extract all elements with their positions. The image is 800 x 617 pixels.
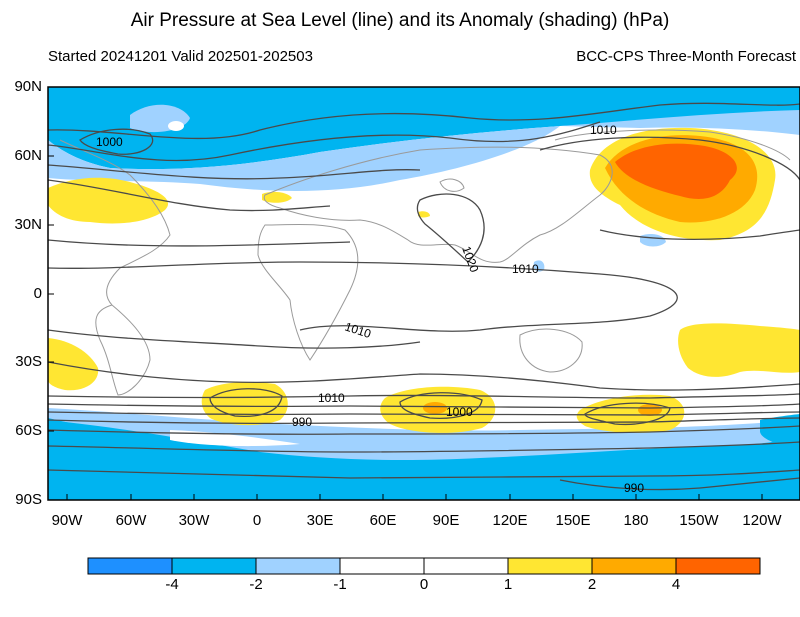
lon-label: 120E <box>492 512 528 529</box>
lon-label: 60E <box>369 512 397 529</box>
lat-label: 30S <box>15 353 42 370</box>
north-atlantic-positive-anomaly <box>48 177 169 224</box>
lat-label: 90S <box>15 491 42 508</box>
contour-label: 1000 <box>96 135 123 149</box>
colorbar-swatch <box>592 558 676 574</box>
coastlines <box>59 129 791 396</box>
contour-label: 990 <box>624 481 644 495</box>
colorbar-swatch <box>256 558 340 574</box>
lat-label: 60N <box>14 147 42 164</box>
lon-label: 90W <box>51 512 83 529</box>
colorbar-tick-label: -2 <box>249 576 263 593</box>
forecast-dates: Started 20241201 Valid 202501-202503 <box>48 48 313 65</box>
lon-label: 120W <box>742 512 782 529</box>
lat-tick-marks <box>48 86 54 501</box>
colorbar-swatch <box>172 558 256 574</box>
lat-label: 30N <box>14 216 42 233</box>
lat-label: 60S <box>15 422 42 439</box>
colorbar-swatch <box>88 558 172 574</box>
arctic-negative-anomaly <box>48 87 800 170</box>
colorbar-tick-label: 0 <box>419 576 429 593</box>
lon-label: 90E <box>432 512 460 529</box>
contour-label: 1010 <box>512 262 539 276</box>
contour-label: 1000 <box>446 405 473 419</box>
colorbar-tick-label: 2 <box>587 576 597 593</box>
contour-label: 1010 <box>590 123 617 137</box>
lon-label: 60W <box>115 512 147 529</box>
pressure-contours <box>48 102 800 491</box>
colorbar-swatch <box>676 558 760 574</box>
lon-tick-marks <box>66 494 763 500</box>
lon-label: 150W <box>679 512 719 529</box>
lon-label: 150E <box>555 512 591 529</box>
colorbar-tick-label: 1 <box>503 576 513 593</box>
colorbar <box>87 557 761 575</box>
lon-label: 30W <box>178 512 210 529</box>
lon-label: 180 <box>623 512 649 529</box>
arctic-weak-negative <box>48 126 560 191</box>
contour-label: 1010 <box>318 391 345 405</box>
contour-label: 990 <box>292 415 312 429</box>
forecast-source: BCC-CPS Three-Month Forecast <box>576 48 796 65</box>
colorbar-swatch <box>508 558 592 574</box>
lat-label: 0 <box>33 285 42 302</box>
colorbar-tick-label: -4 <box>165 576 179 593</box>
anomaly-shading <box>48 87 800 500</box>
lat-label: 90N <box>14 78 42 95</box>
antarctic-negative-anomaly <box>48 420 800 500</box>
lon-label: 30E <box>306 512 334 529</box>
colorbar-tick-label: 4 <box>671 576 681 593</box>
map-title: Air Pressure at Sea Level (line) and its… <box>130 10 670 31</box>
south-pacific-positive-anomaly <box>678 323 800 377</box>
lon-label: 0 <box>252 512 262 529</box>
colorbar-tick-label: -1 <box>333 576 347 593</box>
